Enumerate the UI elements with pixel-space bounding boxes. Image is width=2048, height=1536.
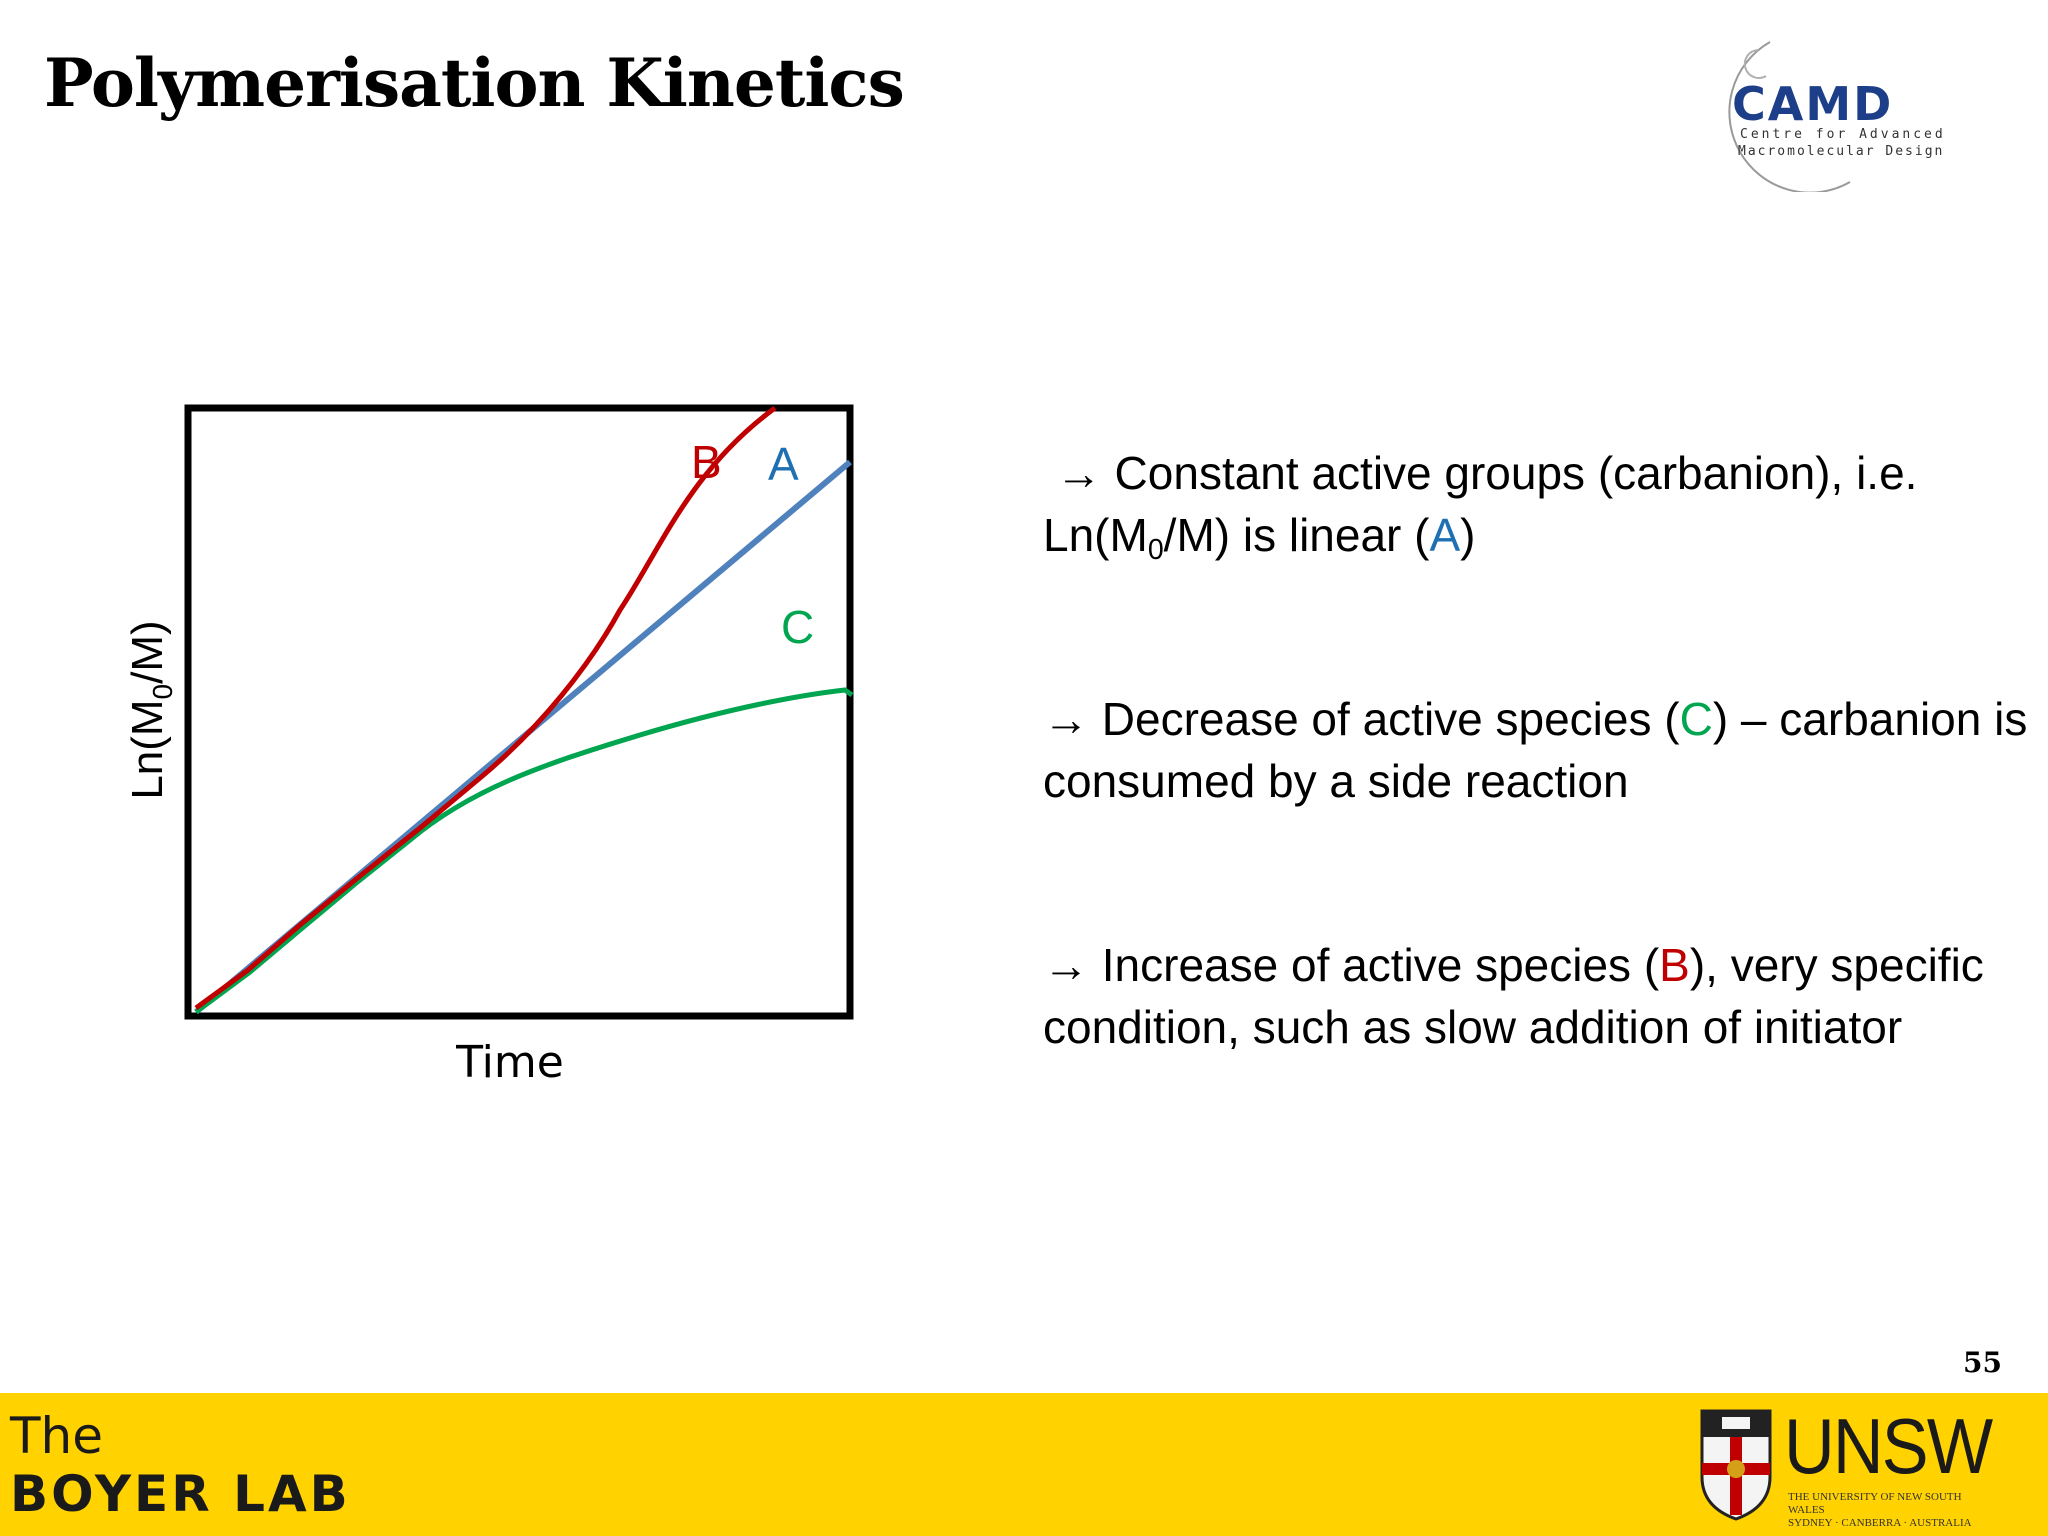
x-axis-label: Time	[455, 1037, 564, 1088]
plot-frame	[184, 404, 854, 1020]
boyer-lab-line2: BOYER LAB	[10, 1465, 351, 1523]
camd-logo-name: CAMD	[1732, 77, 1893, 131]
camd-logo-line1: Centre for Advanced	[1740, 127, 1946, 142]
camd-logo-small-arc	[1743, 49, 1767, 79]
y-axis-label: Ln(M0/M)	[123, 620, 178, 799]
curve-label-a: A	[768, 438, 799, 490]
y-axis-label-sub: 0	[147, 684, 178, 700]
unsw-wordmark: UNSW	[1784, 1402, 1993, 1490]
bullet-constant-active-groups: → Constant active groups (carbanion), i.…	[1043, 447, 1931, 566]
boyer-lab-line1: The	[10, 1407, 103, 1465]
page-number: 55	[1963, 1346, 2002, 1379]
unsw-crest-icon	[1700, 1409, 1772, 1521]
kinetics-diagram: B A C Time Ln(M0/M)	[123, 404, 854, 1088]
footer-bar: The BOYER LAB UNSW THE UNIVERSITY OF NEW…	[0, 1393, 2048, 1536]
camd-logo-line2: Macromolecular Design	[1738, 144, 1944, 159]
unsw-subtitle-line2: SYDNEY · CANBERRA · AUSTRALIA	[1788, 1517, 1972, 1529]
camd-logo: CAMD Centre for Advanced Macromolecular …	[1728, 41, 1946, 192]
curve-b	[194, 405, 777, 1011]
unsw-subtitle-line1: THE UNIVERSITY OF NEW SOUTH WALES	[1788, 1491, 1962, 1516]
y-axis-label-suffix: /M)	[123, 620, 172, 684]
camd-logo-arc	[1728, 41, 1851, 192]
curve-label-b: B	[691, 436, 722, 488]
curve-c	[194, 687, 854, 1015]
bullet-increase-active-species: → Increase of active species (B), very s…	[1043, 939, 1997, 1053]
curve-label-c: C	[781, 601, 814, 653]
bullet-decrease-active-species: → Decrease of active species (C) – carba…	[1043, 693, 2041, 807]
unsw-subtitle: THE UNIVERSITY OF NEW SOUTH WALES SYDNEY…	[1788, 1491, 1998, 1530]
y-axis-label-prefix: Ln(M	[123, 699, 172, 799]
slide-title: Polymerisation Kinetics	[44, 44, 905, 122]
